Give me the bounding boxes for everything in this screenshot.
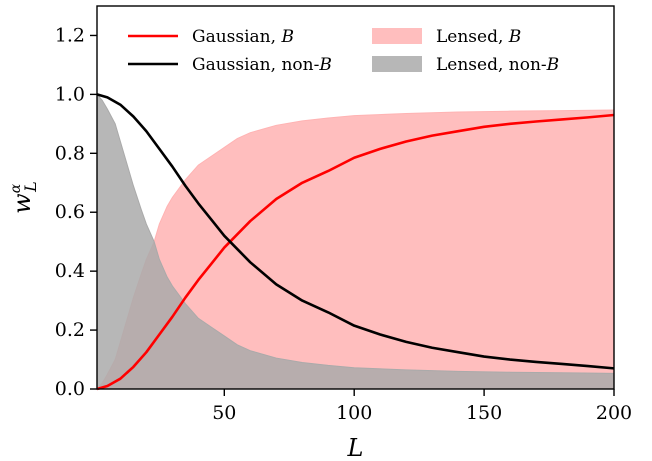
plot-frame <box>96 5 615 390</box>
legend-label-italic: B <box>546 55 560 75</box>
legend-label-italic: B <box>508 27 522 47</box>
line-layer <box>96 93 615 391</box>
legend-label-italic: B <box>318 55 332 75</box>
y-axis-label-subscript: L <box>21 181 40 193</box>
x-tick-label: 200 <box>596 402 632 424</box>
y-tick-label: 0.0 <box>55 378 85 400</box>
y-tick-label: 1.0 <box>55 83 85 105</box>
legend-label: Lensed, non-B <box>436 55 559 75</box>
line-gaussian-b <box>96 113 615 391</box>
y-tick-label: 0.6 <box>55 201 85 223</box>
area-lensed-non-b <box>97 94 614 389</box>
legend-label: Gaussian, non-B <box>192 55 332 75</box>
legend-label-text: Gaussian, non- <box>192 55 319 75</box>
area-edge-lensed-non-b <box>96 94 615 374</box>
x-tick-label: 150 <box>466 402 502 424</box>
area-lensed-b <box>97 109 614 389</box>
legend-label-text: Gaussian, <box>192 27 281 47</box>
x-tick-label: 50 <box>212 402 236 424</box>
area-layer <box>96 94 615 390</box>
legend-label: Lensed, B <box>436 27 521 47</box>
x-tick-label: 100 <box>336 402 372 424</box>
line-gaussian-non-b <box>96 93 615 370</box>
legend-label-text: Lensed, <box>436 27 509 47</box>
y-axis-label-superscript: α <box>8 183 24 193</box>
legend-swatch <box>372 56 422 72</box>
legend-label-italic: B <box>280 27 294 47</box>
y-tick-label: 0.4 <box>55 260 85 282</box>
x-axis-label: L <box>347 434 364 461</box>
y-tick-label: 0.8 <box>55 142 85 164</box>
legend-label-text: Lensed, non- <box>436 55 547 75</box>
y-axis-label-main: w <box>8 193 36 214</box>
y-axis-label: wαL <box>8 181 40 214</box>
tick-layer: 50 100 150 200 0.0 0.2 0.4 0.6 0.8 1.0 1.2 <box>55 24 632 424</box>
legend-label: Gaussian, B <box>192 27 294 47</box>
legend-swatch <box>372 28 422 44</box>
y-tick-label: 1.2 <box>55 24 85 46</box>
y-tick-label: 0.2 <box>55 319 85 341</box>
